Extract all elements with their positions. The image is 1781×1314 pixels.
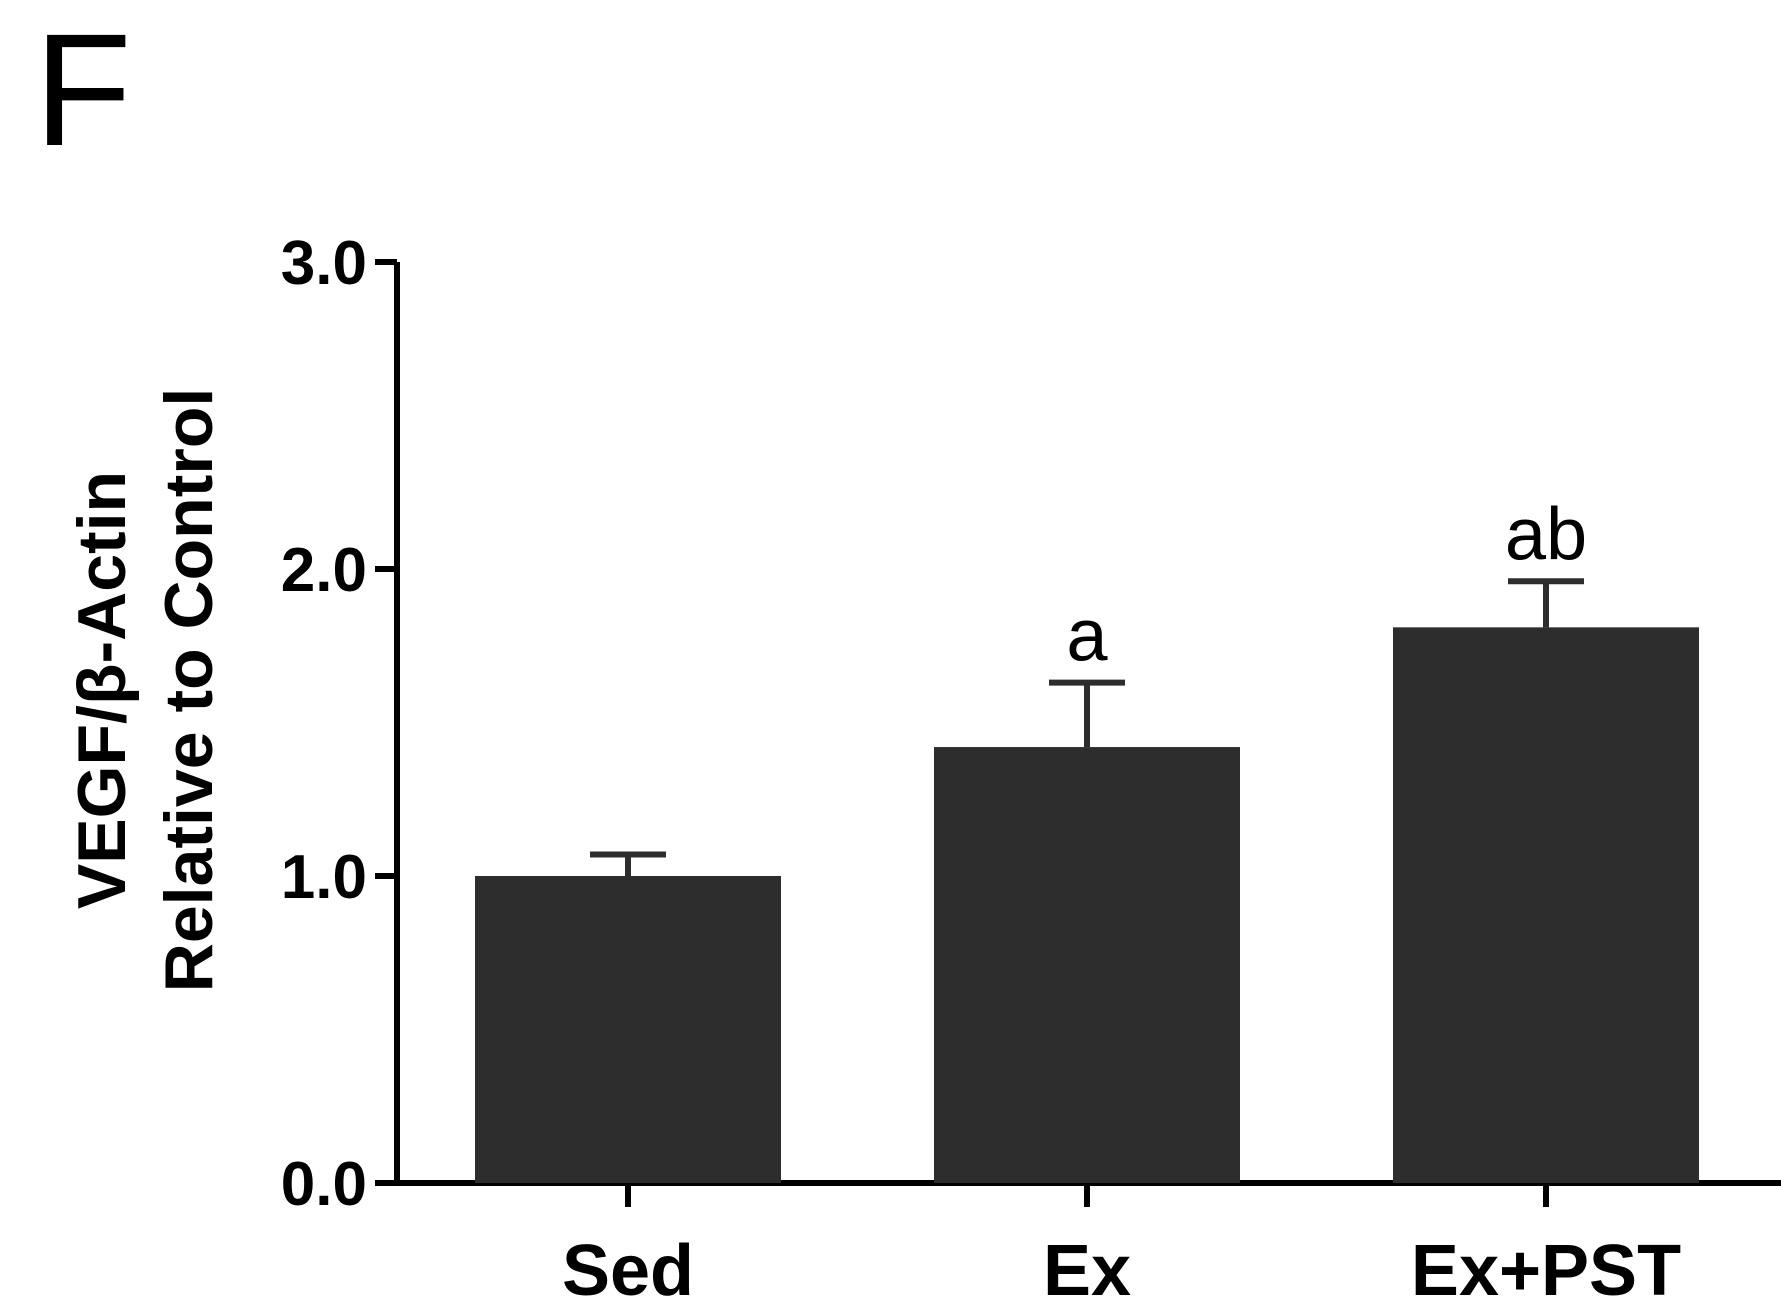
x-category-label: Ex [1043, 1231, 1131, 1311]
panel-label: F [34, 0, 132, 179]
y-ticks: 0.0 1.0 2.0 3.0 [281, 229, 397, 1219]
y-tick-label: 3.0 [281, 229, 367, 298]
bar-sed [475, 876, 781, 1183]
bar-ex [934, 747, 1240, 1183]
bars: a ab [475, 492, 1699, 1183]
y-tick-label: 0.0 [281, 1150, 367, 1219]
y-axis-title-line-2: Relative to Control [151, 388, 227, 993]
y-axis-title: VEGF/β-Actin Relative to Control [64, 388, 227, 993]
significance-label: a [1066, 594, 1108, 677]
x-ticks: Sed Ex Ex+PST [562, 1183, 1681, 1311]
y-axis-title-line-1: VEGF/β-Actin [64, 471, 140, 909]
y-tick-label: 2.0 [281, 536, 367, 605]
y-tick-label: 1.0 [281, 843, 367, 912]
x-category-label: Ex+PST [1411, 1231, 1681, 1311]
significance-label: ab [1505, 492, 1587, 575]
bar-ex-pst [1393, 627, 1699, 1183]
x-category-label: Sed [562, 1231, 694, 1311]
